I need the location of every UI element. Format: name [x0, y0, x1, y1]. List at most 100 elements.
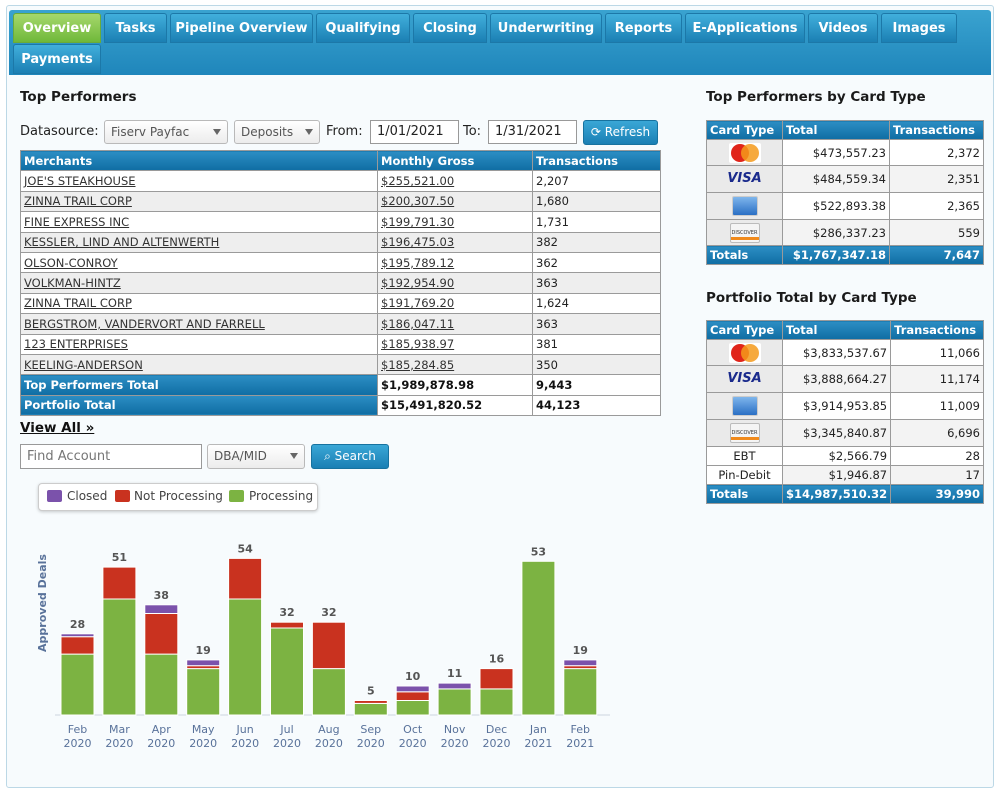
tx-cell: 11,174	[890, 365, 984, 393]
gross-link[interactable]: $195,789.12	[377, 251, 533, 274]
merchant-link[interactable]: JOE'S STEAKHOUSE	[20, 170, 378, 192]
total-cell: $3,345,840.87	[781, 419, 892, 447]
bar-segment[interactable]	[311, 668, 346, 716]
tx-cell: 1,731	[532, 211, 661, 233]
tab-qualifying[interactable]: Qualifying	[316, 13, 410, 43]
total-tx: 44,123	[532, 394, 661, 417]
bar-segment[interactable]	[395, 685, 430, 693]
merchant-link[interactable]: ZINNA TRAIL CORP	[20, 292, 378, 315]
type-select[interactable]: Deposits	[234, 120, 320, 144]
bar-segment[interactable]	[228, 557, 263, 600]
bar-segment[interactable]	[270, 627, 304, 716]
merchant-link[interactable]: BERGSTROM, VANDERVORT AND FARRELL	[20, 313, 378, 335]
col-total: Total	[781, 320, 892, 340]
refresh-label: Refresh	[604, 125, 651, 139]
portfolio-card-table: Card Type Total Transactions $3,833,537.67 1…	[706, 320, 984, 504]
merchant-link[interactable]: OLSON-CONROY	[20, 251, 378, 274]
tab-pipeline-overview[interactable]: Pipeline Overview	[170, 13, 313, 43]
tx-cell: 2,351	[889, 165, 984, 193]
bar-segment[interactable]	[102, 598, 137, 716]
gross-link[interactable]: $255,521.00	[377, 170, 533, 192]
tab-tasks[interactable]: Tasks	[104, 13, 167, 43]
x-tick-label: 2020	[273, 737, 301, 750]
bar-segment[interactable]	[479, 688, 514, 716]
total-cell: $286,337.23	[782, 219, 890, 246]
bar-segment[interactable]	[311, 621, 346, 670]
merchant-link[interactable]: 123 ENTERPRISES	[20, 333, 378, 355]
bar-segment[interactable]	[353, 700, 388, 704]
refresh-button[interactable]: ⟳ Refresh	[583, 120, 658, 145]
bar-segment[interactable]	[395, 700, 430, 716]
gross-link[interactable]: $199,791.30	[377, 211, 533, 233]
tab-videos[interactable]: Videos	[808, 13, 878, 43]
card-type-cell	[706, 192, 783, 220]
bar-segment[interactable]	[144, 653, 179, 716]
bar-segment[interactable]	[353, 702, 388, 716]
bar-segment[interactable]	[144, 604, 179, 615]
gross-link[interactable]: $196,475.03	[377, 231, 533, 253]
data-label: 32	[279, 606, 294, 619]
tab-closing[interactable]: Closing	[413, 13, 487, 43]
total-tx: 9,443	[532, 374, 661, 396]
tab-underwriting[interactable]: Underwriting	[490, 13, 602, 43]
bar-segment[interactable]	[395, 691, 430, 702]
total-gross: $1,989,878.98	[377, 374, 533, 396]
bar-segment[interactable]	[228, 598, 263, 716]
bar-segment[interactable]	[60, 633, 95, 638]
view-all-link[interactable]: View All »	[20, 420, 95, 436]
find-account-input[interactable]	[20, 444, 202, 469]
tab-images[interactable]: Images	[881, 13, 957, 43]
merchant-link[interactable]: KESSLER, LIND AND ALTENWERTH	[20, 231, 378, 253]
search-button[interactable]: ⌕ Search	[311, 444, 389, 469]
bar-segment[interactable]	[186, 668, 221, 716]
gross-link[interactable]: $186,047.11	[377, 313, 533, 335]
col-total: Total	[782, 120, 890, 140]
bar-segment[interactable]	[60, 636, 95, 655]
card-type-title: Top Performers by Card Type	[706, 89, 926, 105]
gross-link[interactable]: $191,769.20	[377, 292, 533, 315]
bar-segment[interactable]	[563, 659, 598, 667]
x-tick-label: Feb	[571, 723, 590, 736]
card-type-cell	[706, 392, 783, 420]
totals-row: Totals $1,767,347.18 7,647	[706, 245, 984, 265]
gross-link[interactable]: $192,954.90	[377, 272, 533, 294]
legend-not-processing[interactable]: Not Processing	[134, 489, 223, 503]
visa-icon: VISA	[727, 169, 761, 189]
from-date-input[interactable]: 1/01/2021	[370, 120, 459, 144]
card-type-cell: Pin-Debit	[706, 465, 783, 485]
tab-payments[interactable]: Payments	[13, 44, 101, 74]
bar-segment[interactable]	[479, 668, 514, 690]
bar-segment[interactable]	[144, 613, 179, 655]
tab-e-applications[interactable]: E-Applications	[685, 13, 805, 43]
type-value: Deposits	[241, 125, 294, 139]
totals-total: $1,767,347.18	[782, 245, 890, 265]
tab-overview[interactable]: Overview	[13, 13, 101, 43]
bar-segment[interactable]	[437, 682, 472, 690]
tab-reports[interactable]: Reports	[605, 13, 682, 43]
legend-processing[interactable]: Processing	[249, 489, 314, 503]
total-cell: $522,893.38	[782, 192, 890, 220]
merchant-link[interactable]: KEELING-ANDERSON	[20, 353, 378, 376]
data-label: 16	[489, 653, 505, 666]
legend-closed[interactable]: Closed	[67, 489, 108, 503]
gross-link[interactable]: $185,284.85	[377, 353, 533, 376]
table-row: $3,833,537.67 11,066	[706, 339, 984, 366]
datasource-select[interactable]: Fiserv Payfac	[104, 120, 228, 144]
bar-segment[interactable]	[563, 668, 598, 716]
gross-link[interactable]: $185,938.97	[377, 333, 533, 355]
bar-segment[interactable]	[521, 560, 556, 716]
bar-segment[interactable]	[186, 659, 221, 667]
merchant-link[interactable]: ZINNA TRAIL CORP	[20, 190, 378, 213]
bar-segment[interactable]	[437, 688, 472, 716]
search-mode-select[interactable]: DBA/MID	[207, 444, 305, 469]
table-row: 123 ENTERPRISES $185,938.97 381	[20, 333, 661, 355]
gross-link[interactable]: $200,307.50	[377, 190, 533, 213]
merchant-link[interactable]: VOLKMAN-HINTZ	[20, 272, 378, 294]
table-row: ZINNA TRAIL CORP $200,307.50 1,680	[20, 190, 661, 213]
bar-segment[interactable]	[60, 653, 95, 716]
bar-segment[interactable]	[270, 621, 304, 629]
x-tick-label: 2020	[441, 737, 469, 750]
bar-segment[interactable]	[102, 566, 137, 600]
to-date-input[interactable]: 1/31/2021	[488, 120, 577, 144]
merchant-link[interactable]: FINE EXPRESS INC	[20, 211, 378, 233]
